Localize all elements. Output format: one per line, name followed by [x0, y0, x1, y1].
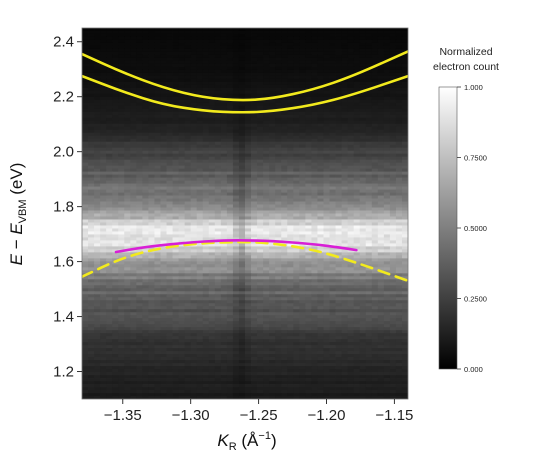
colorbar-title-line-2: electron count [433, 61, 499, 73]
colorbar-tick-label: 1.000 [464, 83, 483, 92]
x-axis: −1.35 −1.30 −1.25 −1.20 −1.15 [104, 399, 413, 424]
colorbar: Normalized electron count 1.000 0.7500 0.5… [433, 46, 499, 374]
colorbar-tick-label: 0.2500 [464, 295, 487, 304]
colorbar-tick-label: 0.7500 [464, 154, 487, 163]
plot-frame [81, 27, 409, 400]
band-curve-2 [82, 74, 408, 114]
band-curves [82, 50, 408, 283]
y-axis-title: E − EVBM (eV) [7, 163, 29, 266]
colorbar-tick-label: 0.000 [464, 365, 483, 374]
colorbar-ticks: 1.000 0.7500 0.5000 0.2500 0.000 [457, 83, 487, 374]
x-tick-label: −1.35 [104, 407, 142, 424]
x-tick-label: −1.15 [375, 407, 413, 424]
x-axis-title: KR (Å−1) [217, 430, 276, 453]
y-tick-label: 2.0 [53, 144, 74, 161]
band-curve-4 [114, 239, 358, 254]
intensity-heatmap [82, 28, 408, 399]
x-tick-label: −1.20 [308, 407, 346, 424]
colorbar-tick-label: 0.5000 [464, 224, 487, 233]
x-tick-label: −1.25 [240, 407, 278, 424]
y-tick-label: 1.2 [53, 364, 74, 381]
colorbar-title-line-1: Normalized [439, 46, 492, 58]
y-axis: 1.2 1.4 1.6 1.8 2.0 2.2 2.4 [53, 34, 82, 381]
band-curve-1 [82, 50, 408, 102]
colorbar-gradient [438, 86, 458, 370]
band-curve-3 [82, 240, 408, 283]
y-tick-label: 2.4 [53, 34, 74, 51]
y-tick-label: 1.6 [53, 254, 74, 271]
y-tick-label: 1.4 [53, 309, 74, 326]
y-tick-label: 2.2 [53, 89, 74, 106]
y-tick-label: 1.8 [53, 199, 74, 216]
x-tick-label: −1.30 [172, 407, 210, 424]
